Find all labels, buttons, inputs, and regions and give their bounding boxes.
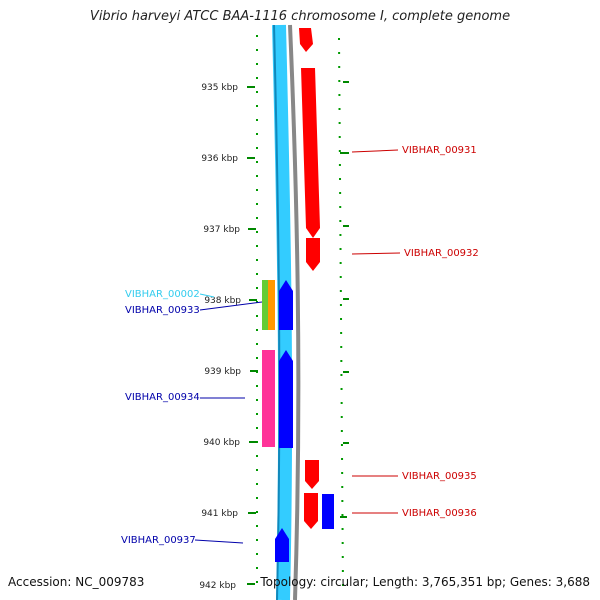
ruler-label: 942 kbp — [199, 581, 236, 591]
feature-orange[interactable] — [268, 280, 275, 330]
ruler-label: 939 kbp — [204, 367, 241, 377]
label-vibhar-00937[interactable]: VIBHAR_00937 — [121, 535, 196, 546]
ruler-label: 938 kbp — [204, 296, 241, 306]
gc-skew-line — [288, 24, 301, 600]
genome-title: Vibrio harveyi ATCC BAA-1116 chromosome … — [89, 9, 511, 24]
label-vibhar-00933[interactable]: VIBHAR_00933 — [125, 305, 200, 316]
label-vibhar-00936[interactable]: VIBHAR_00936 — [402, 508, 477, 519]
ruler-label: 935 kbp — [201, 83, 238, 93]
ruler-label: 937 kbp — [203, 225, 240, 235]
feature-pink-vibhar-00934[interactable] — [262, 350, 275, 447]
cds-reverse-vibhar-00937[interactable] — [275, 528, 289, 562]
gc-content-track-right — [338, 37, 344, 591]
ruler-label: 941 kbp — [201, 509, 238, 519]
chromosome-backbone-edge — [273, 24, 281, 600]
label-vibhar-00931[interactable]: VIBHAR_00931 — [402, 145, 477, 156]
cds-reverse-vibhar-00934[interactable] — [279, 350, 293, 448]
cds-forward-vibhar-00932[interactable] — [306, 238, 320, 271]
ruler-label: 940 kbp — [203, 438, 240, 448]
cds-reverse-small[interactable] — [322, 494, 334, 529]
label-vibhar-00934[interactable]: VIBHAR_00934 — [125, 392, 200, 403]
cds-forward-vibhar-00936[interactable] — [304, 493, 318, 529]
cds-forward-vibhar-00935[interactable] — [305, 460, 319, 489]
feature-green[interactable] — [262, 280, 268, 330]
kbp-ruler — [247, 81, 349, 585]
label-vibhar-00935[interactable]: VIBHAR_00935 — [402, 471, 477, 482]
label-vibhar-00002[interactable]: VIBHAR_00002 — [125, 289, 200, 300]
accession-text: Accession: NC_009783 — [8, 575, 145, 589]
genome-summary-text: Topology: circular; Length: 3,765,351 bp… — [260, 575, 590, 589]
label-vibhar-00932[interactable]: VIBHAR_00932 — [404, 248, 479, 259]
cds-forward[interactable] — [299, 28, 313, 52]
ruler-label: 936 kbp — [201, 154, 238, 164]
cds-forward-vibhar-00931[interactable] — [301, 68, 320, 238]
cds-reverse-vibhar-00933[interactable] — [279, 280, 293, 330]
